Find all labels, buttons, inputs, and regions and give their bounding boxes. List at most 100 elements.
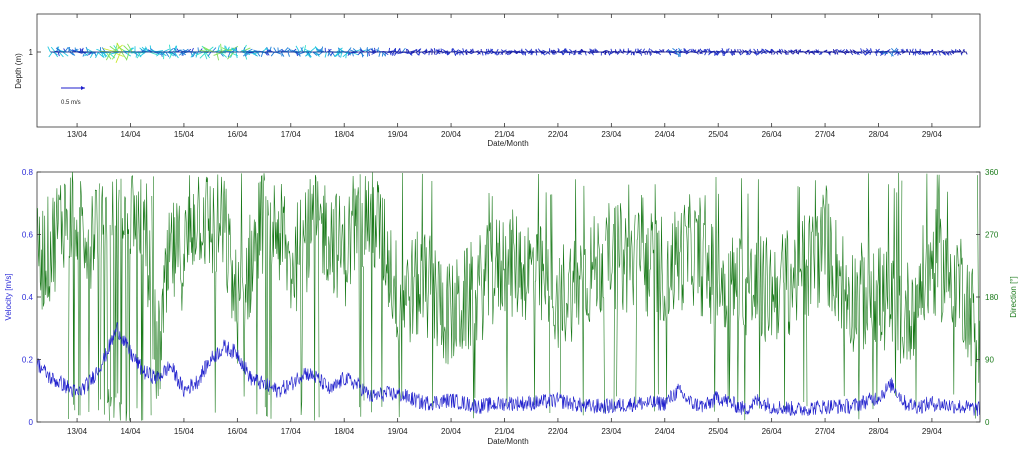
quiver-vector: [665, 48, 670, 53]
quiver-vector: [832, 48, 835, 53]
direction-line: [151, 176, 154, 360]
quiver-x-tick-label: 22/04: [548, 130, 569, 139]
timeseries-x-tick-label: 28/04: [868, 427, 889, 436]
quiver-vector: [357, 51, 362, 56]
quiver-vector: [433, 48, 436, 53]
quiver-vector: [178, 51, 184, 56]
quiver-vector: [167, 51, 175, 57]
quiver-vectors: [47, 42, 968, 63]
quiver-vector: [207, 51, 212, 57]
direction-line: [807, 172, 903, 420]
quiver-vector: [908, 51, 911, 56]
timeseries-x-tick-label: 14/04: [120, 427, 141, 436]
quiver-vector: [470, 49, 473, 53]
quiver-vector: [818, 51, 822, 55]
quiver-vector: [192, 51, 196, 57]
quiver-vector: [919, 48, 922, 53]
quiver-vector: [862, 51, 866, 56]
quiver-vector: [312, 51, 318, 56]
quiver-vector: [342, 51, 349, 58]
quiver-vector: [669, 51, 671, 56]
quiver-vector: [949, 51, 952, 56]
quiver-vector: [352, 48, 358, 53]
quiver-vector: [616, 51, 621, 55]
velocity-axis-label: Velocity [m/s]: [4, 273, 13, 320]
direction-line: [109, 224, 112, 407]
quiver-vector: [496, 51, 501, 56]
quiver-vector: [589, 48, 592, 53]
velocity-y-tick-label: 0.8: [22, 168, 34, 177]
quiver-vector: [649, 51, 651, 56]
quiver-x-tick-label: 28/04: [868, 130, 889, 139]
quiver-vector: [726, 48, 730, 53]
direction-line: [977, 175, 980, 383]
quiver-vector: [190, 51, 195, 58]
quiver-x-axis-label: Date/Month: [487, 139, 528, 148]
quiver-vector: [324, 51, 327, 58]
direction-line: [635, 176, 808, 421]
quiver-vector: [756, 48, 759, 53]
quiver-vector: [81, 47, 84, 53]
quiver-x-tick-label: 16/04: [227, 130, 248, 139]
quiver-vector: [958, 49, 962, 53]
quiver-vector: [123, 45, 131, 53]
timeseries-x-tick-label: 29/04: [922, 427, 943, 436]
quiver-vector: [943, 51, 947, 56]
quiver-vector: [47, 46, 51, 53]
quiver-vector: [704, 48, 708, 53]
quiver-vector: [407, 49, 410, 53]
direction-line: [79, 181, 101, 416]
quiver-vector: [296, 51, 298, 57]
quiver-panel: 13/04 14/04 15/04 16/04 17/04 18/04 19/04 20/04…: [14, 13, 981, 148]
quiver-vector: [965, 51, 968, 55]
quiver-x-tick-label: 26/04: [762, 130, 783, 139]
quiver-vector: [640, 51, 642, 56]
quiver-vector: [105, 51, 112, 61]
quiver-vector: [595, 49, 599, 53]
quiver-vector: [773, 51, 776, 55]
quiver-vector: [778, 48, 782, 53]
quiver-vector: [399, 48, 401, 53]
quiver-vector: [875, 48, 878, 53]
quiver-vector: [203, 48, 215, 53]
quiver-vector: [932, 51, 935, 56]
quiver-vector: [626, 51, 630, 56]
quiver-vector: [753, 48, 757, 53]
direction-line: [364, 172, 551, 419]
quiver-vector: [84, 51, 91, 57]
quiver-vector: [508, 51, 512, 56]
quiver-vector: [557, 48, 560, 53]
quiver-vector: [136, 51, 142, 59]
quiver-vector: [632, 51, 635, 56]
quiver-vector: [888, 51, 894, 57]
quiver-vector: [741, 51, 745, 55]
quiver-vector: [199, 51, 207, 59]
quiver-vector: [484, 51, 487, 56]
quiver-vector: [906, 48, 909, 53]
quiver-vector: [235, 51, 238, 59]
quiver-vector: [71, 51, 76, 56]
quiver-vector: [545, 51, 549, 55]
quiver-vector: [213, 51, 224, 56]
quiver-vector: [442, 49, 447, 53]
quiver-vector: [697, 49, 700, 53]
quiver-vector: [465, 51, 467, 55]
quiver-vector: [808, 51, 811, 55]
quiver-vector: [481, 51, 484, 56]
quiver-vector: [722, 51, 724, 57]
direction-line: [359, 174, 365, 417]
quiver-vector: [714, 51, 719, 56]
quiver-x-tick-label: 20/04: [441, 130, 462, 139]
quiver-vector: [315, 48, 320, 53]
direction-line: [319, 175, 360, 408]
quiver-vector: [891, 51, 894, 57]
velocity-line: [36, 322, 980, 417]
quiver-x-tick-label: 18/04: [334, 130, 355, 139]
quiver-vector: [112, 51, 118, 60]
quiver-vector: [454, 51, 459, 56]
quiver-vector: [304, 51, 313, 57]
quiver-vector: [337, 47, 341, 53]
quiver-vector: [912, 51, 915, 56]
timeseries-x-tick-label: 16/04: [227, 427, 248, 436]
quiver-vector: [168, 48, 174, 53]
